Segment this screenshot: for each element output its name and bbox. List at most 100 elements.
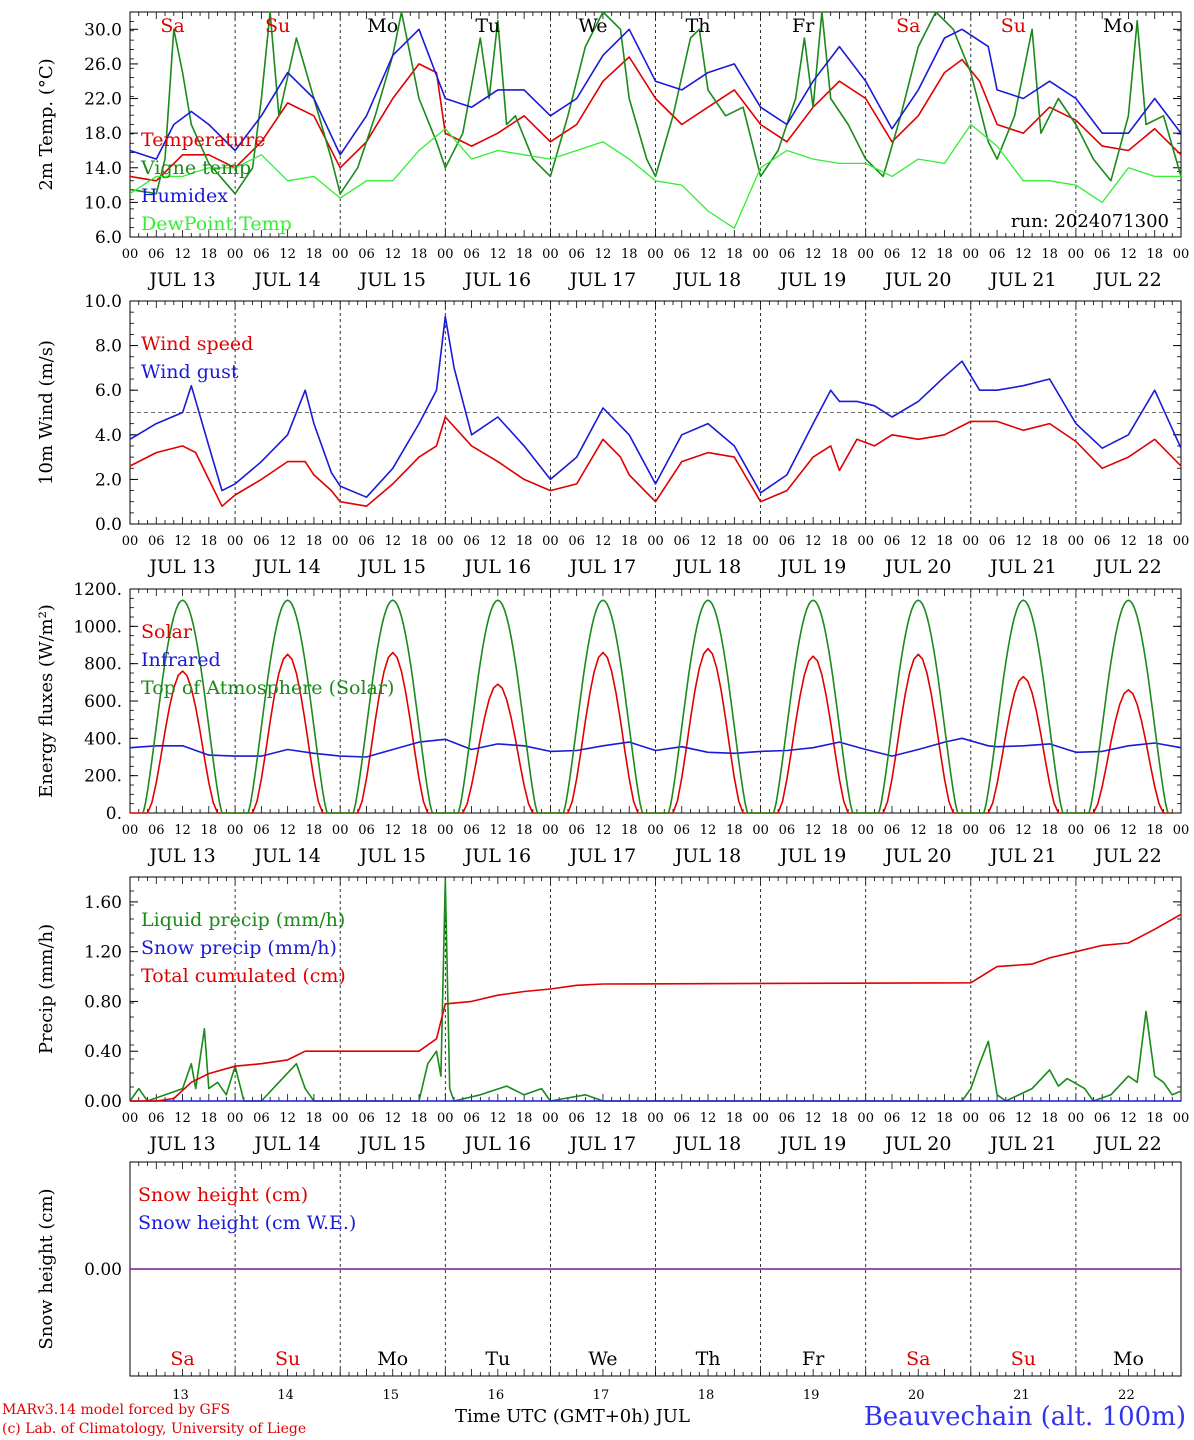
day-of-week-label: Sa (170, 1348, 194, 1370)
hour-tick-label: 06 (674, 823, 691, 838)
panel-3: 0. 200. 400. 600. 800. 1000. 1200. Energy fluxe… (36, 580, 1189, 867)
hour-tick-label: 06 (674, 534, 691, 549)
y-axis-label: Energy fluxes (W/m²) (36, 604, 57, 798)
hour-tick-label: 00 (963, 823, 980, 838)
date-label: JUL 22 (1093, 556, 1161, 578)
hour-tick-label: 00 (647, 823, 664, 838)
date-label: JUL 16 (463, 1133, 531, 1155)
y-tick-label: 1.20 (84, 943, 122, 963)
hour-tick-label: 00 (1068, 823, 1085, 838)
hour-tick-label: 00 (332, 1111, 349, 1126)
date-label: JUL 20 (883, 845, 951, 867)
legend-entry: Top of Atmosphere (Solar) (141, 677, 394, 699)
date-label: JUL 14 (252, 269, 320, 291)
series-line-liquid-precip-mm-h- (129, 878, 1182, 1102)
hour-tick-label: 06 (1094, 534, 1111, 549)
day-number-label: 14 (277, 1388, 294, 1403)
hour-tick-label: 18 (201, 534, 218, 549)
day-of-week-label: Mo (1113, 1348, 1144, 1370)
hour-tick-label: 18 (306, 534, 323, 549)
date-label: JUL 18 (673, 845, 741, 867)
date-label: JUL 22 (1093, 269, 1161, 291)
hour-tick-label: 06 (253, 534, 270, 549)
day-number-label: 15 (382, 1388, 399, 1403)
y-tick-label: 10.0 (84, 193, 122, 213)
y-tick-label: 4.0 (95, 426, 122, 446)
legend-entry: Temperature (141, 129, 265, 151)
legend-entry: Snow height (cm) (138, 1184, 308, 1206)
day-of-week-label: Tu (475, 15, 500, 37)
day-number-label: 19 (803, 1388, 820, 1403)
hour-tick-label: 06 (463, 247, 480, 262)
hour-tick-label: 06 (253, 1111, 270, 1126)
date-label: JUL 19 (778, 269, 846, 291)
hour-tick-label: 18 (726, 823, 743, 838)
date-label: JUL 17 (568, 556, 636, 578)
hour-tick-label: 18 (1146, 823, 1163, 838)
hour-tick-label: 06 (148, 823, 165, 838)
y-tick-label: 2.0 (95, 470, 122, 490)
hour-tick-label: 12 (700, 1111, 717, 1126)
date-label: JUL 16 (463, 556, 531, 578)
day-number-label: 17 (593, 1388, 610, 1403)
hour-tick-label: 18 (1146, 247, 1163, 262)
series-line-top-of-atmosphere-solar- (142, 599, 1169, 814)
y-tick-label: 10.0 (84, 292, 122, 312)
day-number-label: 16 (488, 1388, 505, 1403)
hour-tick-label: 18 (516, 823, 533, 838)
date-label: JUL 18 (673, 269, 741, 291)
hour-tick-label: 18 (726, 247, 743, 262)
model-credit: MARv3.14 model forced by GFS (2, 1402, 231, 1418)
y-tick-label: 0.00 (84, 1092, 122, 1112)
hour-tick-label: 18 (306, 247, 323, 262)
y-axis-label: 10m Wind (m/s) (36, 340, 57, 485)
hour-tick-label: 18 (1041, 823, 1058, 838)
hour-tick-label: 06 (358, 1111, 375, 1126)
date-label: JUL 21 (988, 269, 1056, 291)
y-tick-label: 400. (84, 729, 122, 749)
hour-tick-label: 12 (279, 247, 296, 262)
hour-tick-label: 18 (516, 1111, 533, 1126)
hour-tick-label: 06 (568, 534, 585, 549)
run-label: run: 2024071300 (1011, 211, 1169, 232)
day-of-week-label: Tu (485, 1348, 510, 1370)
hour-tick-label: 12 (384, 534, 401, 549)
hour-tick-label: 12 (595, 823, 612, 838)
hour-tick-label: 18 (726, 1111, 743, 1126)
station-label: Beauvechain (alt. 100m) (863, 1402, 1186, 1432)
hour-tick-label: 00 (647, 1111, 664, 1126)
hour-tick-label: 06 (358, 534, 375, 549)
hour-tick-label: 18 (306, 1111, 323, 1126)
y-tick-label: 0.80 (84, 992, 122, 1012)
hour-tick-label: 18 (411, 1111, 428, 1126)
y-axis-label: Precip (mm/h) (36, 924, 57, 1054)
y-tick-label: 0.0 (95, 515, 122, 535)
y-tick-label: 26.0 (84, 55, 122, 75)
hour-tick-label: 18 (831, 823, 848, 838)
hour-tick-label: 12 (490, 247, 507, 262)
panel-5: 0.00 Snow height (cm) Snow height (cm) Snow… (36, 1161, 1182, 1403)
day-of-week-label: Fr (802, 1348, 825, 1370)
hour-tick-label: 00 (332, 247, 349, 262)
hour-tick-label: 12 (595, 534, 612, 549)
hour-tick-label: 12 (910, 534, 927, 549)
series-line-solar (130, 647, 1173, 814)
hour-tick-label: 00 (647, 534, 664, 549)
hour-tick-label: 06 (568, 1111, 585, 1126)
hour-tick-label: 18 (831, 534, 848, 549)
hour-tick-label: 06 (884, 823, 901, 838)
hour-tick-label: 18 (831, 1111, 848, 1126)
hour-tick-label: 00 (1173, 823, 1190, 838)
hour-tick-label: 00 (857, 1111, 874, 1126)
y-tick-label: 6.0 (95, 381, 122, 401)
legend-entry: Liquid precip (mm/h) (141, 909, 345, 931)
legend-entry: Wind gust (141, 361, 239, 383)
hour-tick-label: 12 (700, 247, 717, 262)
hour-tick-label: 18 (621, 1111, 638, 1126)
hour-tick-label: 18 (1146, 534, 1163, 549)
legend-entry: Vigne temp (140, 157, 251, 179)
hour-tick-label: 18 (621, 534, 638, 549)
hour-tick-label: 12 (279, 534, 296, 549)
hour-tick-label: 12 (700, 823, 717, 838)
